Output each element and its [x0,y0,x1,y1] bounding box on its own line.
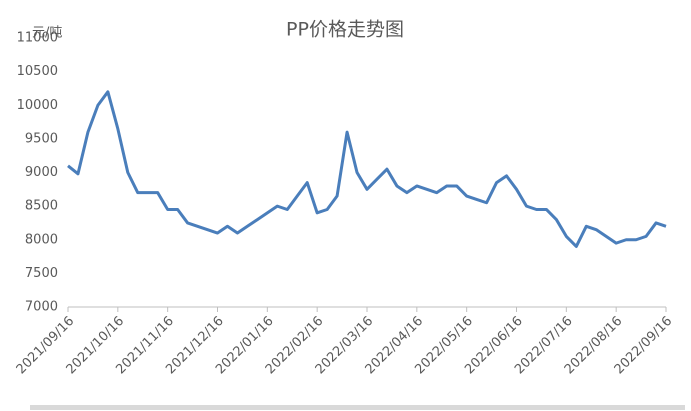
y-axis-label: 元/吨 [32,26,62,41]
y-tick-label: 10500 [17,64,58,79]
y-tick-label: 8000 [25,232,58,247]
y-tick-label: 11000 [17,31,58,46]
y-tick-label: 7000 [25,300,58,315]
line [67,90,667,248]
y-tick-label: 10000 [17,98,58,113]
y-tick-label: 9000 [25,165,58,180]
scroll-bar [30,405,685,410]
y-tick-label: 7500 [25,266,58,281]
y-tick-label: 9500 [25,131,58,146]
chart-title: PP价格走势图 [286,19,404,41]
y-tick-label: 8500 [25,199,58,214]
